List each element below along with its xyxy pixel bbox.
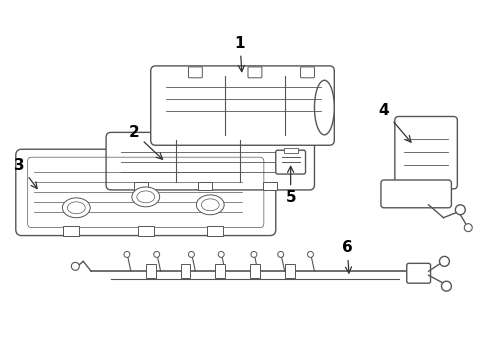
Bar [215, 264, 225, 278]
Ellipse shape [132, 187, 160, 207]
FancyBboxPatch shape [276, 150, 306, 174]
Bar [63, 226, 79, 235]
Bar [138, 226, 154, 235]
Circle shape [189, 251, 195, 257]
Circle shape [154, 251, 160, 257]
Circle shape [278, 251, 284, 257]
Circle shape [308, 251, 314, 257]
Bar [250, 264, 260, 278]
Ellipse shape [315, 80, 334, 135]
FancyBboxPatch shape [248, 67, 262, 78]
Text: 1: 1 [235, 36, 245, 72]
Circle shape [251, 251, 257, 257]
Circle shape [124, 251, 130, 257]
Circle shape [441, 281, 451, 291]
Text: 5: 5 [285, 166, 296, 205]
Circle shape [72, 262, 79, 270]
FancyBboxPatch shape [151, 66, 334, 145]
FancyBboxPatch shape [381, 180, 451, 208]
FancyBboxPatch shape [395, 117, 457, 189]
Text: 3: 3 [14, 158, 37, 189]
Circle shape [440, 256, 449, 266]
Bar [198, 182, 212, 190]
Circle shape [455, 205, 466, 215]
Bar [207, 226, 223, 235]
Bar [285, 264, 294, 278]
FancyBboxPatch shape [300, 67, 315, 78]
Bar [284, 148, 297, 153]
Ellipse shape [62, 198, 90, 218]
FancyBboxPatch shape [189, 67, 202, 78]
Text: 4: 4 [379, 103, 411, 142]
Bar [180, 264, 191, 278]
FancyBboxPatch shape [106, 132, 315, 190]
Ellipse shape [196, 195, 224, 215]
Bar [263, 182, 277, 190]
FancyBboxPatch shape [407, 264, 431, 283]
Bar [134, 182, 148, 190]
FancyBboxPatch shape [16, 149, 276, 235]
Circle shape [218, 251, 224, 257]
Text: 6: 6 [342, 240, 353, 273]
Circle shape [465, 224, 472, 231]
Bar [146, 264, 156, 278]
Text: 2: 2 [128, 125, 163, 159]
